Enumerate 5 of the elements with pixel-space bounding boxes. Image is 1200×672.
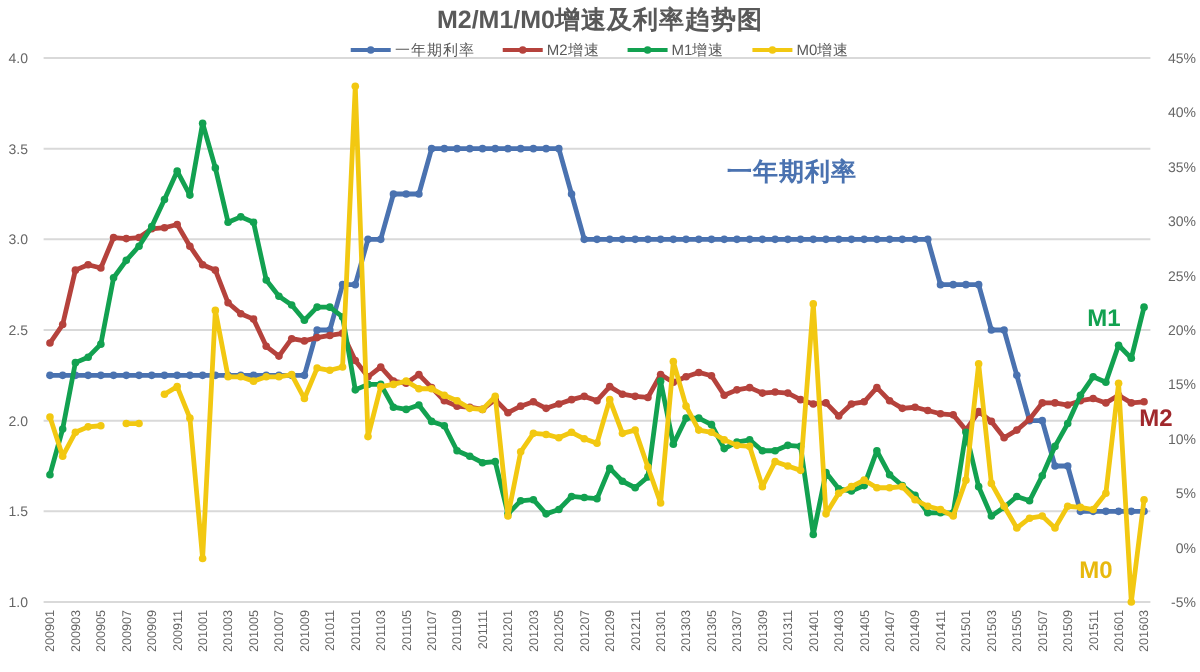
- annotation: M1: [1087, 304, 1122, 332]
- chart-title: M2/M1/M0增速及利率趋势图: [436, 4, 764, 34]
- annotation: M2: [1139, 404, 1174, 432]
- annotation: 一年期利率: [727, 156, 857, 186]
- annotation: M0: [1079, 556, 1114, 584]
